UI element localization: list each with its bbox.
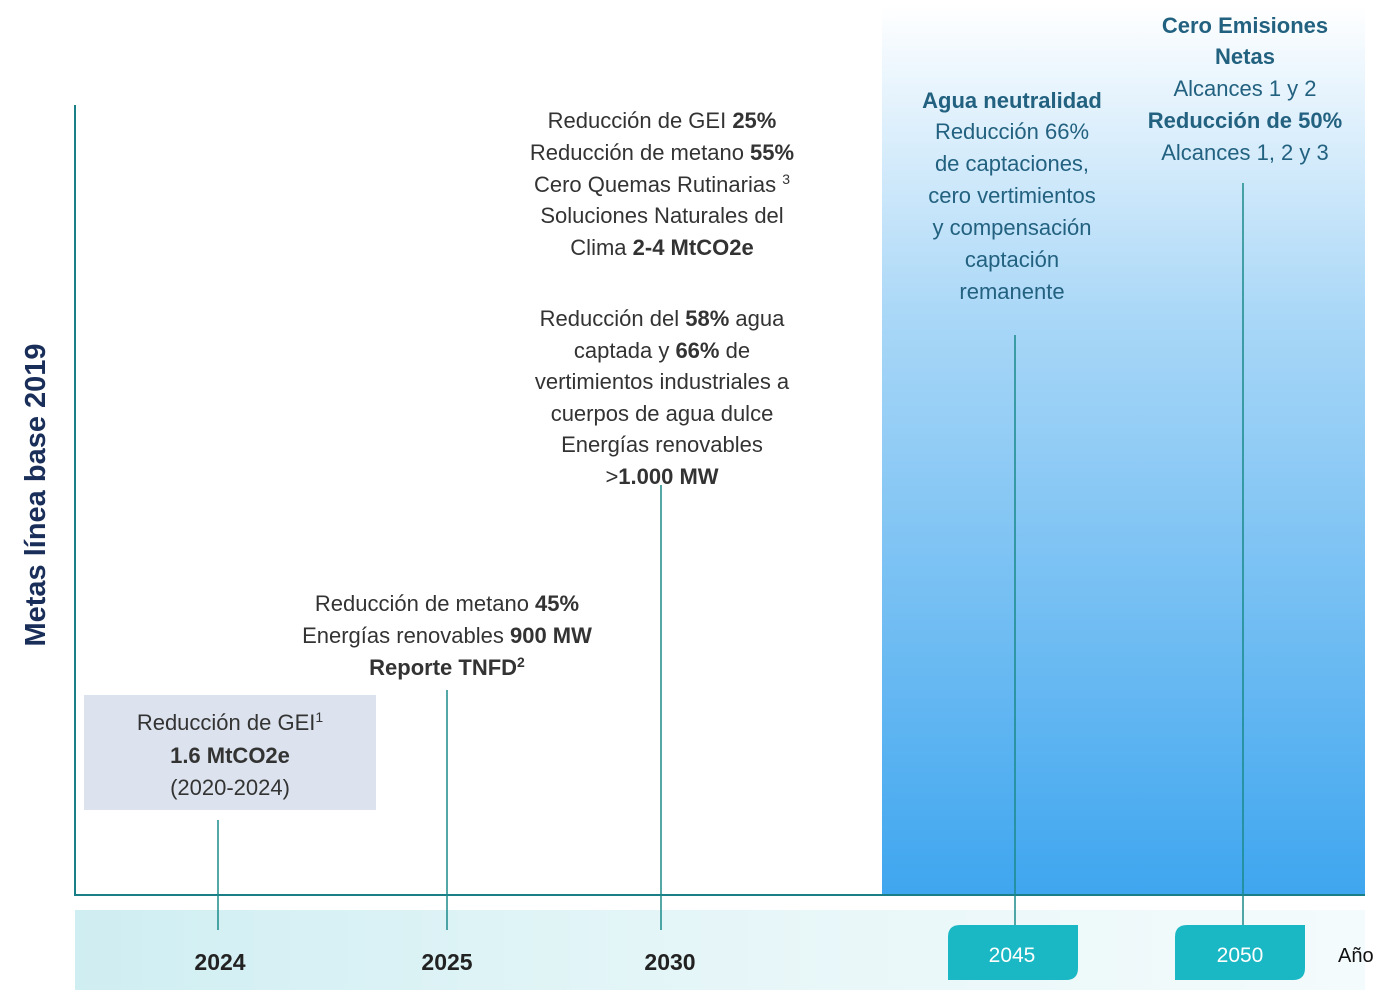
text-line: Alcances 1 y 2 [1173, 76, 1316, 101]
text-run: agua [729, 306, 785, 331]
year-strip [75, 910, 1365, 990]
year-label: 2045 [989, 944, 1036, 967]
text-line: captada y 66% de [574, 338, 750, 363]
text-run: captación [965, 247, 1059, 272]
text-run: Reducción de metano [315, 591, 535, 616]
text-line: Reducción 66% [935, 119, 1089, 144]
text-line: Reducción de metano 55% [530, 140, 794, 165]
text-line: cuerpos de agua dulce [551, 401, 774, 426]
text-line: (2020-2024) [170, 775, 290, 800]
text-line: Cero Emisiones [1162, 13, 1328, 38]
text-run: Netas [1215, 44, 1275, 69]
text-run: Clima [570, 235, 632, 260]
text-run: Reporte TNFD [369, 655, 517, 680]
text-run: Reducción del [540, 306, 686, 331]
text-line: Netas [1215, 44, 1275, 69]
text-line: >1.000 MW [605, 464, 718, 489]
text-line: captación [965, 247, 1059, 272]
year-label: 2024 [194, 949, 245, 975]
text-run: Reducción de GEI [548, 108, 733, 133]
text-run: (2020-2024) [170, 775, 290, 800]
text-run: Agua neutralidad [922, 88, 1102, 113]
text-line: Agua neutralidad [922, 88, 1102, 113]
text-run: captada y [574, 338, 676, 363]
text-run: cero vertimientos [928, 183, 1096, 208]
text-line: 1.6 MtCO2e [170, 743, 290, 768]
text-line: Reducción de metano 45% [315, 591, 579, 616]
text-run: Reducción de 50% [1148, 108, 1342, 133]
year-label: 2030 [644, 949, 695, 975]
text-run: 3 [782, 171, 790, 187]
text-run: Reducción de metano [530, 140, 750, 165]
year-badge [1175, 925, 1305, 980]
text-run: Energías renovables [561, 432, 763, 457]
text-run: > [605, 464, 618, 489]
text-run: 66% [675, 338, 719, 363]
text-run: de [719, 338, 750, 363]
text-run: 1 [315, 709, 323, 725]
connectors [217, 183, 1244, 930]
text-run: 2-4 MtCO2e [633, 235, 754, 260]
text-line: Energías renovables [561, 432, 763, 457]
text-run: 1.6 MtCO2e [170, 743, 290, 768]
text-line: y compensación [933, 215, 1092, 240]
text-run: Reducción de GEI [137, 710, 316, 735]
text-run: 55% [750, 140, 794, 165]
text-line: Energías renovables 900 MW [302, 623, 592, 648]
text-line: remanente [959, 279, 1064, 304]
text-line: Reducción de 50% [1148, 108, 1342, 133]
text-line: Reducción de GEI1 [137, 709, 324, 735]
year-label: 2025 [421, 949, 472, 975]
text-run: remanente [959, 279, 1064, 304]
text-run: Cero Emisiones [1162, 13, 1328, 38]
text-run: 58% [685, 306, 729, 331]
x-axis-label: Año [1338, 945, 1374, 967]
text-run: Soluciones Naturales del [540, 203, 783, 228]
year-badge [948, 925, 1078, 980]
text-line: Reducción de GEI 25% [548, 108, 777, 133]
future-zone [882, 5, 1365, 895]
text-line: Soluciones Naturales del [540, 203, 783, 228]
year-label: 2050 [1217, 944, 1264, 967]
text-run: Energías renovables [302, 623, 510, 648]
text-run: Alcances 1 y 2 [1173, 76, 1316, 101]
text-line: vertimientos industriales a [535, 369, 790, 394]
text-run: de captaciones, [935, 151, 1089, 176]
text-line: cero vertimientos [928, 183, 1096, 208]
y-axis-label: Metas línea base 2019 [20, 343, 52, 646]
text-run: 1.000 MW [618, 464, 718, 489]
text-line: Cero Quemas Rutinarias 3 [534, 171, 790, 197]
text-run: 900 MW [510, 623, 592, 648]
text-run: cuerpos de agua dulce [551, 401, 774, 426]
text-line: de captaciones, [935, 151, 1089, 176]
text-run: 2 [517, 654, 525, 670]
text-run: Reducción 66% [935, 119, 1089, 144]
text-line: Clima 2-4 MtCO2e [570, 235, 753, 260]
text-run: 25% [732, 108, 776, 133]
text-line: Alcances 1, 2 y 3 [1161, 140, 1329, 165]
text-run: vertimientos industriales a [535, 369, 790, 394]
highlight-box [84, 695, 376, 810]
text-run: Cero Quemas Rutinarias [534, 172, 782, 197]
text-run: Alcances 1, 2 y 3 [1161, 140, 1329, 165]
text-line: Reporte TNFD2 [369, 654, 525, 680]
text-run: y compensación [933, 215, 1092, 240]
text-line: Reducción del 58% agua [540, 306, 785, 331]
text-run: 45% [535, 591, 579, 616]
